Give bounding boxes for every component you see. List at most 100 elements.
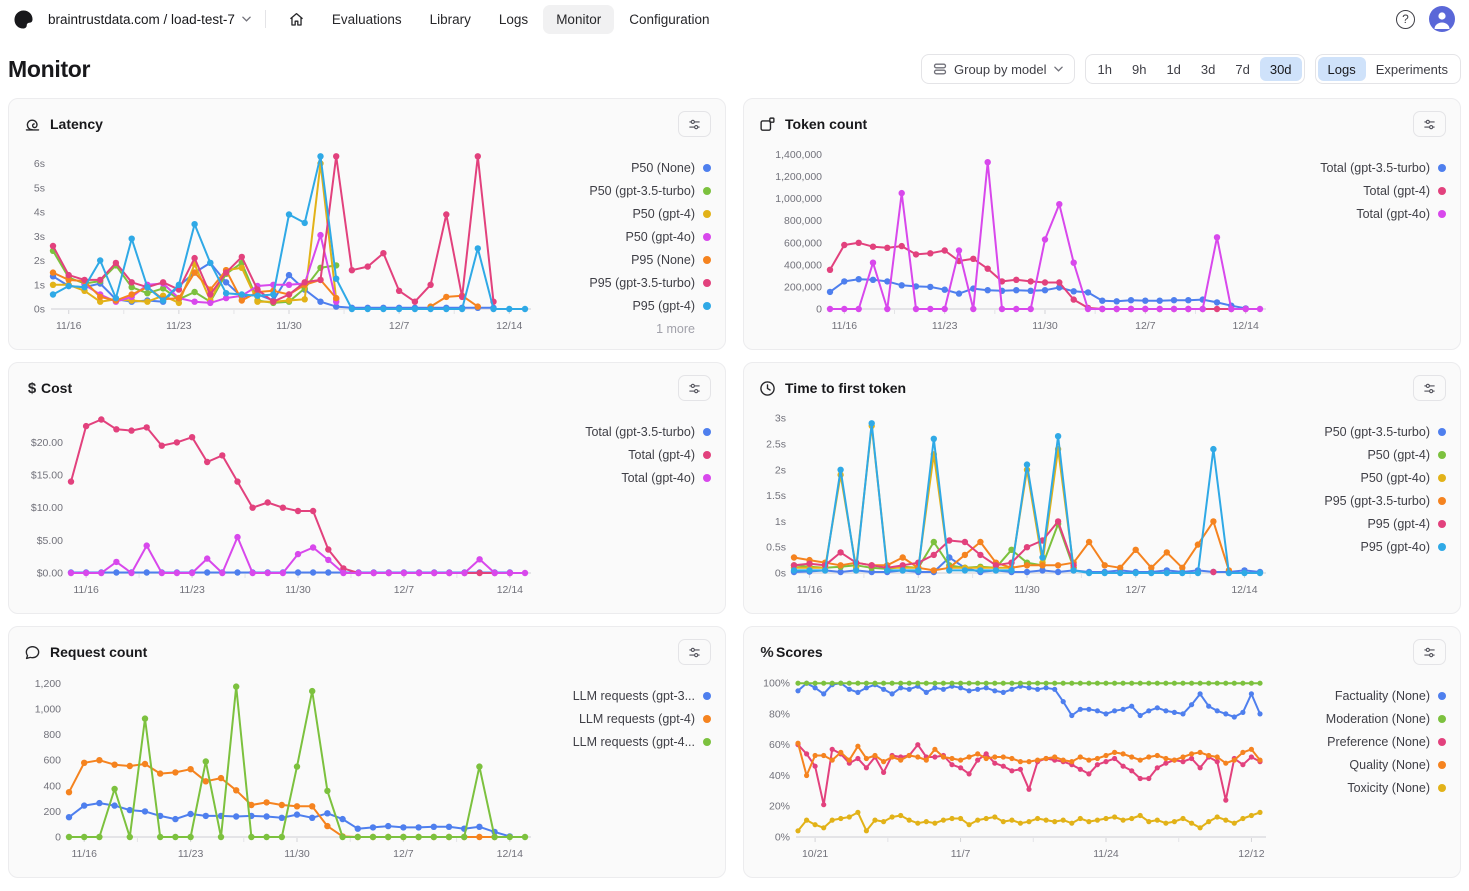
svg-text:1.5s: 1.5s (766, 490, 786, 502)
panel-settings-button[interactable] (1413, 639, 1446, 665)
legend-dot (1438, 761, 1446, 769)
svg-text:800,000: 800,000 (784, 215, 822, 227)
nav-item-configuration[interactable]: Configuration (616, 5, 722, 34)
chat-icon (23, 643, 41, 661)
request-count-chart[interactable]: 0 200 400 600 800 1,000 1,200 11/16 11/23 11/30 12… (23, 665, 537, 863)
svg-text:400: 400 (43, 780, 61, 792)
panel-settings-button[interactable] (1413, 375, 1446, 401)
svg-text:$15.00: $15.00 (31, 470, 63, 482)
legend-item-p95-gpt-3-5-turbo[interactable]: P95 (gpt-3.5-turbo) (589, 276, 711, 290)
legend-item-p95-gpt-4o[interactable]: P95 (gpt-4o) (1361, 540, 1446, 554)
token-count-chart[interactable]: 0 200,000 400,000 600,000 800,000 1,000,000 1,… (758, 137, 1272, 335)
legend-dot (703, 738, 711, 746)
panel-title-latency: Latency (50, 116, 103, 132)
legend-label: LLM requests (gpt-3... (572, 689, 695, 703)
legend-item-p95-gpt-4[interactable]: P95 (gpt-4) (632, 299, 711, 313)
legend-item-llm-requests-gpt-4o[interactable]: LLM requests (gpt-4... (573, 735, 711, 749)
legend-item-total-gpt-4o[interactable]: Total (gpt-4o) (621, 471, 711, 485)
latency-chart[interactable]: 0s 1s 2s 3s 4s 5s 6s 11/16 11/23 11/30 12/7 12/14 (23, 137, 537, 335)
view-experiments[interactable]: Experiments (1366, 57, 1458, 81)
legend-label: Total (gpt-4) (628, 448, 695, 462)
panel-settings-button[interactable] (1413, 111, 1446, 137)
nav-item-monitor[interactable]: Monitor (543, 4, 615, 34)
panel-settings-button[interactable] (678, 639, 711, 665)
braintrust-logo[interactable] (12, 8, 34, 30)
legend-item-total-gpt-3-5-turbo[interactable]: Total (gpt-3.5-turbo) (585, 425, 711, 439)
range-7d[interactable]: 7d (1225, 57, 1259, 81)
panel-settings-button[interactable] (678, 375, 711, 401)
legend-item-quality-none[interactable]: Quality (None) (1349, 758, 1446, 772)
cost-chart[interactable]: $0.00 $5.00 $10.00 $15.00 $20.00 11/16 11/23 11… (23, 401, 537, 599)
avatar[interactable] (1429, 6, 1455, 32)
svg-text:20%: 20% (769, 801, 790, 813)
legend-label: Moderation (None) (1325, 712, 1430, 726)
legend-item-toxicity-none[interactable]: Toxicity (None) (1347, 781, 1446, 795)
time-range-group: 1h 9h 1d 3d 7d 30d (1084, 54, 1305, 84)
panel-token-count: Token count 0 200,000 400,000 600,000 800,000… (743, 98, 1461, 350)
legend-dot (703, 256, 711, 264)
legend-item-p95-gpt-3-5-turbo[interactable]: P95 (gpt-3.5-turbo) (1324, 494, 1446, 508)
legend-item-llm-requests-gpt-3-5-turbo[interactable]: LLM requests (gpt-3... (573, 689, 711, 703)
legend-item-total-gpt-4o[interactable]: Total (gpt-4o) (1356, 207, 1446, 221)
nav-item-library[interactable]: Library (417, 5, 484, 34)
svg-text:600,000: 600,000 (784, 237, 822, 249)
legend-item-llm-requests-gpt-4[interactable]: LLM requests (gpt-4) (579, 712, 711, 726)
legend-item-p95-gpt-4[interactable]: P95 (gpt-4) (1367, 517, 1446, 531)
help-button[interactable]: ? (1396, 9, 1415, 29)
svg-text:2s: 2s (34, 255, 45, 267)
legend-item-p50-gpt-4[interactable]: P50 (gpt-4) (632, 207, 711, 221)
legend-item-factuality-none[interactable]: Factuality (None) (1335, 689, 1446, 703)
scores-chart[interactable]: 0% 20% 40% 60% 80% 100% 10/21 11/7 11/24 12/12 (758, 665, 1272, 863)
legend-label: Quality (None) (1349, 758, 1430, 772)
legend-label: P50 (gpt-4o) (1360, 471, 1430, 485)
legend-label: Total (gpt-4o) (1356, 207, 1430, 221)
svg-text:1,000: 1,000 (35, 704, 61, 716)
group-by-icon (933, 63, 947, 75)
legend-item-moderation-none[interactable]: Moderation (None) (1326, 712, 1446, 726)
svg-text:12/7: 12/7 (394, 584, 415, 596)
range-1h[interactable]: 1h (1088, 57, 1122, 81)
range-3d[interactable]: 3d (1191, 57, 1225, 81)
legend-dot (1438, 738, 1446, 746)
svg-text:100%: 100% (763, 678, 790, 690)
page-header: Monitor Group by model 1h 9h 1d 3d 7d 30d Log… (0, 38, 1469, 98)
nav-item-evaluations[interactable]: Evaluations (319, 5, 415, 34)
scores-legend: Factuality (None) Moderation (None) Prefer… (1272, 665, 1446, 795)
legend-item-p50-gpt-3-5-turbo[interactable]: P50 (gpt-3.5-turbo) (589, 184, 711, 198)
group-by-select[interactable]: Group by model (921, 54, 1075, 84)
panel-settings-button[interactable] (678, 111, 711, 137)
view-toggle-group: Logs Experiments (1314, 54, 1461, 84)
legend-more[interactable]: 1 more (656, 322, 695, 336)
legend-dot (1438, 164, 1446, 172)
legend-item-p50-none[interactable]: P50 (None) (631, 161, 711, 175)
legend-dot (703, 279, 711, 287)
range-30d[interactable]: 30d (1259, 57, 1302, 81)
legend-item-p50-gpt-4o[interactable]: P50 (gpt-4o) (1361, 471, 1446, 485)
home-button[interactable] (278, 5, 315, 34)
ttft-chart[interactable]: 0s 0.5s 1s 1.5s 2s 2.5s 3s 11/16 11/23 11/30 12/7 1… (758, 401, 1272, 599)
legend-item-total-gpt-4[interactable]: Total (gpt-4) (628, 448, 711, 462)
legend-dot (703, 302, 711, 310)
breadcrumb[interactable]: braintrustdata.com / load-test-7 (42, 7, 257, 32)
range-1d[interactable]: 1d (1156, 57, 1190, 81)
svg-text:$0.00: $0.00 (37, 568, 63, 580)
view-logs[interactable]: Logs (1317, 57, 1366, 81)
legend-item-p50-gpt-4[interactable]: P50 (gpt-4) (1367, 448, 1446, 462)
svg-text:11/23: 11/23 (166, 320, 192, 332)
legend-item-p50-gpt-3-5-turbo[interactable]: P50 (gpt-3.5-turbo) (1324, 425, 1446, 439)
legend-item-p95-none[interactable]: P95 (None) (631, 253, 711, 267)
legend-label: P50 (gpt-3.5-turbo) (589, 184, 695, 198)
token-count-legend: Total (gpt-3.5-turbo) Total (gpt-4) Total … (1272, 137, 1446, 221)
svg-text:60%: 60% (769, 739, 790, 751)
legend-item-preference-none[interactable]: Preference (None) (1327, 735, 1446, 749)
legend-label: P95 (gpt-4) (1367, 517, 1430, 531)
svg-text:0%: 0% (775, 832, 790, 844)
legend-dot (703, 451, 711, 459)
legend-item-total-gpt-3-5-turbo[interactable]: Total (gpt-3.5-turbo) (1320, 161, 1446, 175)
legend-item-p50-gpt-4o[interactable]: P50 (gpt-4o) (626, 230, 711, 244)
nav-item-logs[interactable]: Logs (486, 5, 541, 34)
svg-text:0: 0 (816, 304, 822, 316)
svg-text:200: 200 (43, 806, 61, 818)
range-9h[interactable]: 9h (1122, 57, 1156, 81)
legend-item-total-gpt-4[interactable]: Total (gpt-4) (1363, 184, 1446, 198)
